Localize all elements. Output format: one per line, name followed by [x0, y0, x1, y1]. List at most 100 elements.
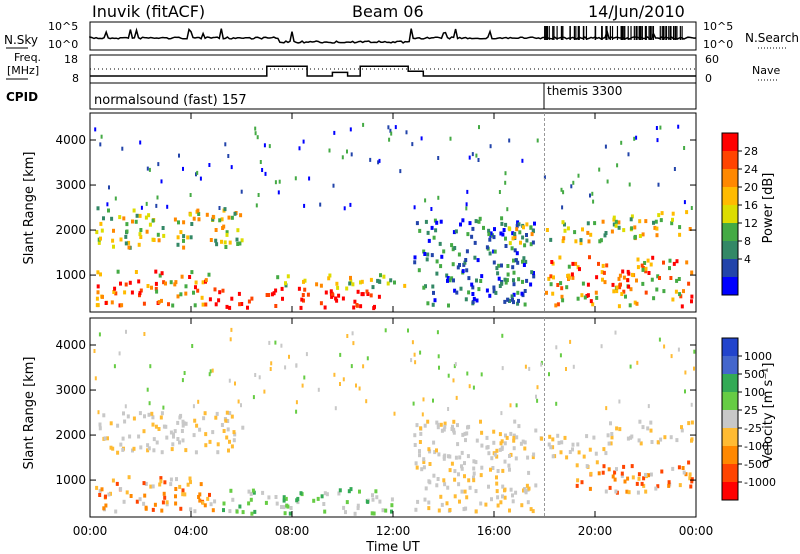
echo-cell	[458, 455, 462, 460]
echo-cell	[190, 222, 194, 226]
echo-cell	[572, 180, 575, 185]
echo-cell	[453, 477, 457, 482]
echo-cell	[160, 179, 163, 184]
colorbar-tick-label: 8	[744, 235, 751, 248]
echo-cell	[690, 299, 693, 304]
echo-cell	[585, 464, 589, 469]
echo-cell	[453, 288, 457, 293]
echo-cell	[324, 290, 328, 295]
echo-cell	[622, 275, 626, 280]
echo-cell	[358, 386, 361, 391]
echo-cell	[617, 225, 621, 230]
echo-cell	[379, 273, 382, 278]
echo-cell	[685, 210, 689, 215]
echo-cell	[286, 274, 290, 279]
echo-cell	[601, 219, 605, 224]
echo-cell	[465, 206, 468, 211]
echo-cell	[175, 477, 178, 482]
echo-cell	[333, 372, 336, 377]
velocity-colorbar: 1000 500 100 25 -25 -100 -500 -1000	[721, 337, 776, 501]
echo-cell	[690, 206, 693, 210]
echo-cell	[128, 280, 132, 285]
nsky-tick-bottom: 10^0	[48, 38, 78, 51]
echo-cell	[99, 272, 102, 277]
echo-cell	[424, 219, 428, 224]
echo-cell	[180, 429, 184, 433]
echo-cell	[618, 273, 622, 278]
echo-cell	[147, 412, 151, 417]
echo-cell	[158, 482, 162, 487]
echo-cell	[638, 219, 642, 224]
y-tick-label: 1000	[55, 473, 86, 487]
echo-cell	[106, 436, 109, 441]
echo-cell	[463, 474, 466, 479]
echo-cell	[633, 234, 637, 239]
power-colorbar-label: Power [dB]	[761, 173, 776, 244]
echo-cell	[198, 427, 202, 432]
echo-cell	[422, 460, 426, 464]
echo-cell	[548, 434, 552, 439]
echo-cell	[635, 301, 639, 306]
echo-cell	[215, 411, 219, 416]
echo-cell	[132, 416, 136, 421]
echo-cell	[129, 494, 133, 498]
echo-cell	[646, 258, 650, 263]
echo-cell	[523, 446, 527, 451]
echo-cell	[430, 225, 434, 230]
echo-cell	[644, 219, 648, 224]
echo-cell	[328, 148, 331, 153]
echo-cell	[143, 493, 147, 498]
echo-cell	[633, 300, 637, 305]
echo-cell	[227, 448, 230, 453]
echo-cell	[135, 499, 139, 504]
echo-cell	[101, 294, 104, 299]
echo-cell	[465, 268, 469, 273]
echo-cell	[160, 411, 164, 416]
echo-cell	[678, 292, 682, 297]
echo-cell	[552, 275, 555, 280]
echo-cell	[121, 436, 125, 441]
echo-cell	[374, 489, 378, 494]
echo-cell	[611, 282, 615, 287]
echo-cell	[599, 238, 603, 243]
echo-cell	[644, 489, 648, 494]
x-tick-label: 20:00	[578, 524, 613, 538]
echo-cell	[597, 261, 600, 266]
echo-cell	[127, 475, 131, 480]
echo-cell	[635, 278, 638, 283]
echo-cell	[218, 290, 222, 295]
echo-cell	[524, 364, 527, 369]
echo-cell	[349, 127, 352, 132]
echo-cell	[428, 462, 432, 466]
echo-cell	[595, 275, 599, 280]
echo-cell	[641, 281, 645, 286]
echo-cell	[125, 222, 129, 227]
echo-cell	[110, 216, 114, 221]
echo-cell	[690, 477, 694, 482]
echo-cell	[442, 456, 446, 461]
echo-cell	[167, 302, 170, 307]
echo-cell	[427, 447, 431, 452]
echo-cell	[598, 167, 601, 172]
echo-cell	[658, 276, 661, 280]
echo-cell	[500, 447, 504, 451]
echo-cell	[378, 499, 382, 504]
echo-cell	[530, 270, 534, 275]
echo-cell	[247, 299, 251, 304]
echo-cell	[426, 419, 430, 424]
echo-cell	[582, 454, 586, 459]
echo-cell	[492, 235, 496, 240]
echo-cell	[161, 226, 165, 230]
echo-cell	[504, 180, 507, 185]
echo-cell	[299, 491, 303, 496]
echo-cell	[182, 238, 185, 243]
echo-cell	[640, 481, 644, 486]
echo-cell	[97, 410, 100, 415]
echo-cell	[127, 245, 131, 250]
echo-cell	[155, 203, 158, 208]
echo-cell	[268, 144, 271, 149]
echo-cell	[499, 441, 503, 446]
echo-cell	[555, 345, 558, 350]
echo-cell	[690, 438, 693, 443]
echo-cell	[343, 206, 346, 211]
